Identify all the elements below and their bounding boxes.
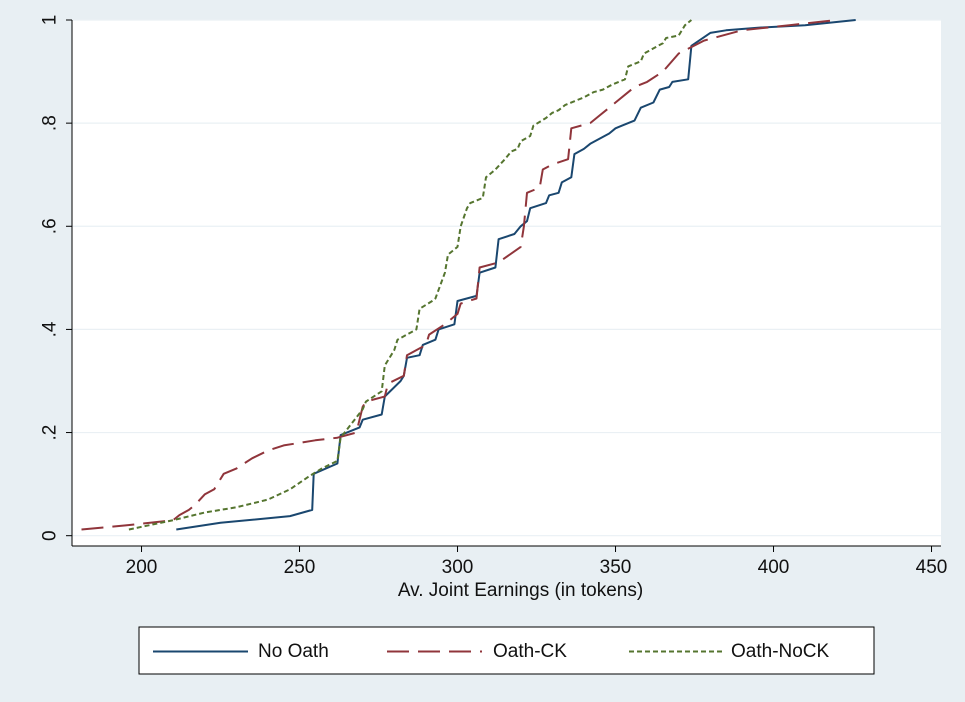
y-tick-label: .8	[40, 115, 61, 131]
series-layer	[81, 19, 856, 531]
gridlines	[72, 19, 941, 537]
y-tick-label: .2	[40, 425, 61, 441]
legend-label-2: Oath-CK	[493, 641, 567, 662]
y-tick-label: .4	[40, 321, 61, 337]
series-line-3	[128, 19, 693, 531]
axes	[71, 20, 941, 547]
series-line-1	[176, 19, 856, 531]
y-tick-label: 0	[40, 530, 61, 541]
x-axis-title: Av. Joint Earnings (in tokens)	[398, 580, 643, 601]
x-tick-label: 400	[758, 557, 790, 578]
series-line-2	[81, 19, 837, 531]
x-tick-label: 300	[442, 557, 474, 578]
x-tick-label: 350	[600, 557, 632, 578]
legend-box	[138, 626, 875, 675]
y-tick-label: .6	[40, 218, 61, 234]
legend-label-1: No Oath	[258, 641, 329, 662]
x-tick-label: 250	[284, 557, 316, 578]
x-axis-ticks: 200 250 300 350 400 450	[126, 546, 948, 578]
legend: No Oath Oath-CK Oath-NoCK	[138, 626, 875, 675]
y-tick-label: 1	[40, 15, 61, 26]
x-tick-label: 450	[916, 557, 948, 578]
x-tick-label: 200	[126, 557, 158, 578]
plot-area	[72, 20, 941, 546]
legend-label-3: Oath-NoCK	[731, 641, 830, 662]
y-axis-ticks: 0 .2 .4 .6 .8 1	[40, 15, 72, 541]
